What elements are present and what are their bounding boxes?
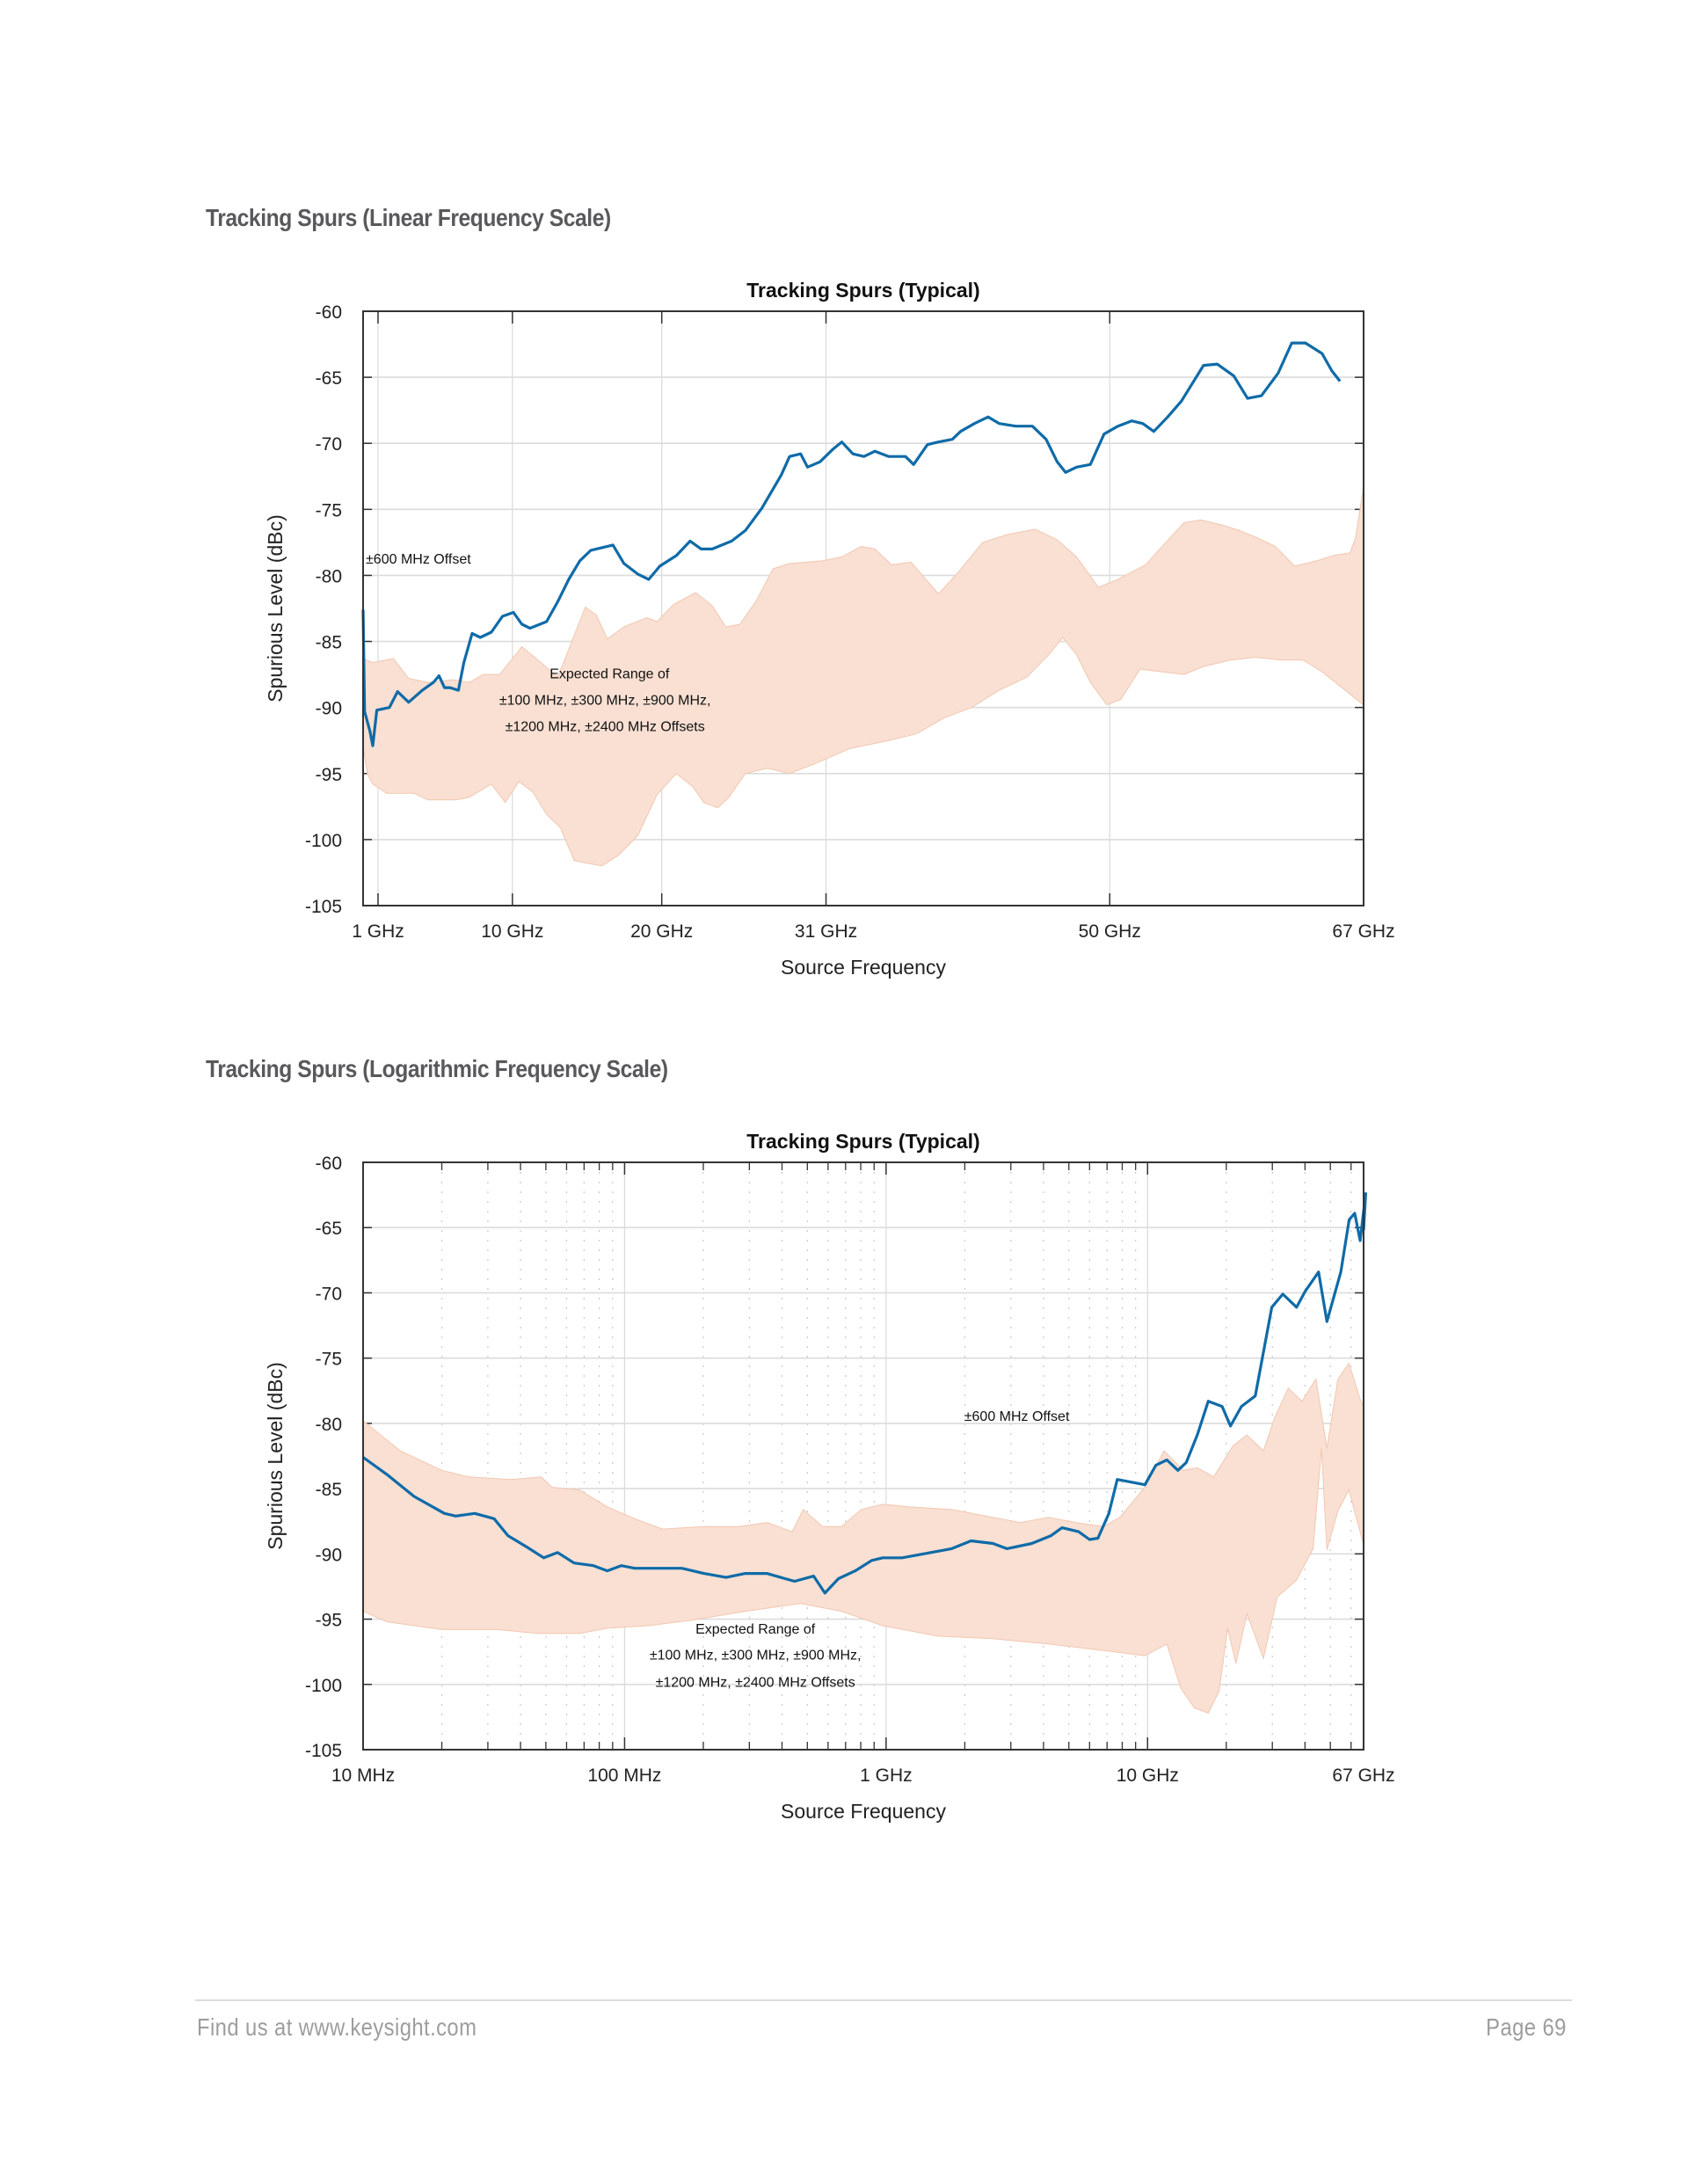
chart-annotation: ±600 MHz Offset (964, 1409, 1070, 1424)
y-tick-label: -90 (316, 1545, 342, 1565)
offset-600mhz-line (361, 341, 1342, 747)
plot-frame (362, 1161, 1364, 1751)
chart-annotation: ±100 MHz, ±300 MHz, ±900 MHz, (650, 1649, 862, 1663)
x-tick-label: 1 GHz (860, 1765, 913, 1786)
y-tick-label: -70 (316, 1284, 342, 1304)
y-tick-label: -105 (305, 1741, 342, 1761)
offset-600mhz-line (362, 1192, 1367, 1595)
chart-annotation: ±600 MHz Offset (366, 552, 471, 567)
y-tick-label: -60 (316, 1154, 342, 1174)
chart-annotation: Expected Range of (695, 1622, 816, 1637)
page-number: Page 69 (1486, 2013, 1567, 2041)
y-tick-label: -105 (305, 897, 342, 917)
x-axis-label: Source Frequency (781, 956, 946, 979)
expected-range-band (362, 1362, 1364, 1714)
x-tick-label: 67 GHz (1332, 1765, 1394, 1786)
y-tick-label: -65 (316, 1219, 342, 1239)
y-tick-label: -85 (316, 1480, 342, 1500)
y-tick-label: -75 (316, 500, 342, 521)
y-tick-label: -90 (316, 699, 342, 719)
chart-linear: -60 -65 -70 -75 -80 -85 -90 -95 -100 -105 1 GHz 10 … (264, 279, 1395, 979)
x-tick-label: 10 MHz (331, 1765, 395, 1786)
x-tick-label: 1 GHz (352, 921, 404, 942)
y-tick-label: -80 (316, 566, 342, 586)
x-tick-label: 50 GHz (1079, 921, 1141, 942)
expected-range-band (362, 486, 1364, 867)
y-tick-label: -100 (305, 831, 342, 851)
y-tick-label: -80 (316, 1415, 342, 1435)
chart-annotation: ±1200 MHz, ±2400 MHz Offsets (656, 1676, 855, 1691)
y-tick-label: -100 (305, 1676, 342, 1696)
chart-annotation: ±100 MHz, ±300 MHz, ±900 MHz, (499, 694, 711, 709)
x-tick-label: 31 GHz (795, 921, 857, 942)
y-tick-label: -95 (316, 1611, 342, 1631)
x-tick-label: 100 MHz (587, 1765, 661, 1786)
x-axis-label: Source Frequency (781, 1800, 946, 1823)
x-tick-label: 67 GHz (1332, 921, 1394, 942)
chart-annotation: ±1200 MHz, ±2400 MHz Offsets (506, 720, 705, 735)
plot-frame (362, 310, 1364, 906)
x-tick-label: 10 GHz (1117, 1765, 1179, 1786)
chart-title: Tracking Spurs (Typical) (746, 1130, 979, 1153)
chart-title: Tracking Spurs (Typical) (746, 279, 979, 302)
chart-annotation: Expected Range of (549, 667, 670, 682)
x-tick-label: 10 GHz (481, 921, 543, 942)
y-axis-label: Spurious Level (dBc) (264, 1362, 287, 1550)
section-heading-log: Tracking Spurs (Logarithmic Frequency Sc… (206, 1055, 668, 1082)
y-tick-label: -75 (316, 1350, 342, 1370)
x-tick-label: 20 GHz (630, 921, 693, 942)
y-tick-label: -85 (316, 633, 342, 653)
chart-log: -60 -65 -70 -75 -80 -85 -90 -95 -100 -105 10 MHz 10… (264, 1130, 1395, 1823)
y-axis-label: Spurious Level (dBc) (264, 514, 287, 703)
y-tick-label: -95 (316, 765, 342, 785)
y-tick-label: -60 (316, 302, 342, 323)
y-tick-label: -70 (316, 434, 342, 455)
footer-divider (195, 1999, 1572, 2001)
y-tick-label: -65 (316, 368, 342, 389)
footer-website-link[interactable]: Find us at www.keysight.com (197, 2013, 477, 2041)
section-heading-linear: Tracking Spurs (Linear Frequency Scale) (206, 204, 611, 231)
